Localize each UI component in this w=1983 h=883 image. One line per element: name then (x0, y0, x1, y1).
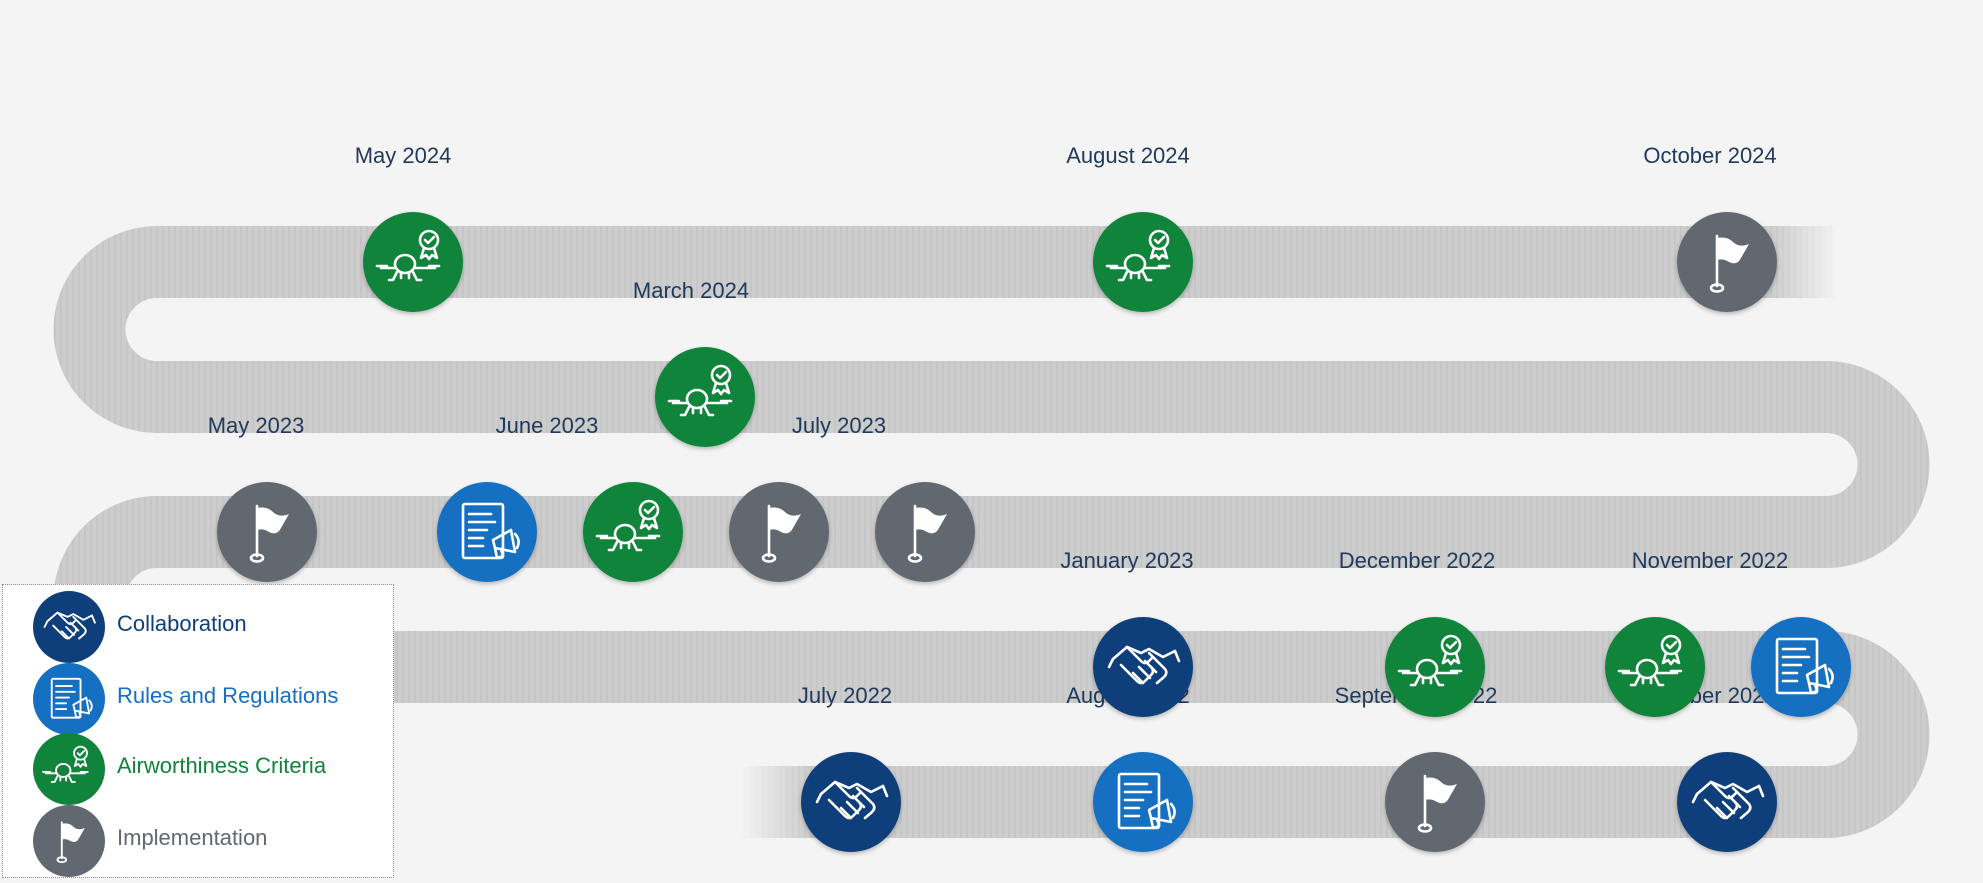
legend-label-implementation: Implementation (117, 825, 268, 850)
drone-certified-icon (33, 733, 105, 805)
flag-icon (33, 805, 105, 877)
milestone-implementation-flag-icon[interactable] (217, 482, 317, 582)
document-megaphone-icon (33, 663, 105, 735)
milestone-collaboration-handshake-icon[interactable] (1093, 617, 1193, 717)
milestone-date-label: October 2024 (1643, 143, 1777, 168)
milestone-date-label: May 2023 (207, 413, 305, 438)
legend-label-airworthiness: Airworthiness Criteria (117, 753, 327, 778)
milestone-date-label: November 2022 (1631, 548, 1789, 573)
milestone-implementation-flag-icon[interactable] (729, 482, 829, 582)
milestone-date-label: May 2024 (354, 143, 452, 168)
milestone-implementation-flag-icon[interactable] (1677, 212, 1777, 312)
milestone-rules-document-megaphone-icon[interactable] (1093, 752, 1193, 852)
milestone-airworthiness-drone-certified-icon[interactable] (363, 212, 463, 312)
milestone-date-label: August 2024 (1066, 143, 1190, 168)
milestone-airworthiness-drone-certified-icon[interactable] (1605, 617, 1705, 717)
milestone-collaboration-handshake-icon[interactable] (801, 752, 901, 852)
legend: Collaboration Rules and Regulations Airw… (2, 584, 394, 878)
milestone-date-label: January 2023 (1060, 548, 1194, 573)
legend-label-collaboration: Collaboration (117, 611, 247, 636)
legend-label-rules: Rules and Regulations (117, 683, 339, 708)
milestone-date-label: July 2023 (791, 413, 887, 438)
milestone-rules-document-megaphone-icon[interactable] (1751, 617, 1851, 717)
milestone-implementation-flag-icon[interactable] (875, 482, 975, 582)
milestone-rules-document-megaphone-icon[interactable] (437, 482, 537, 582)
milestone-date-label: July 2022 (797, 683, 893, 708)
milestone-airworthiness-drone-certified-icon[interactable] (655, 347, 755, 447)
milestone-airworthiness-drone-certified-icon[interactable] (583, 482, 683, 582)
milestone-collaboration-handshake-icon[interactable] (1677, 752, 1777, 852)
milestone-date-label: December 2022 (1338, 548, 1496, 573)
milestone-date-label: June 2023 (495, 413, 599, 438)
handshake-icon (33, 591, 105, 663)
milestone-date-label: March 2024 (632, 278, 750, 303)
milestone-airworthiness-drone-certified-icon[interactable] (1385, 617, 1485, 717)
milestone-airworthiness-drone-certified-icon[interactable] (1093, 212, 1193, 312)
milestone-implementation-flag-icon[interactable] (1385, 752, 1485, 852)
